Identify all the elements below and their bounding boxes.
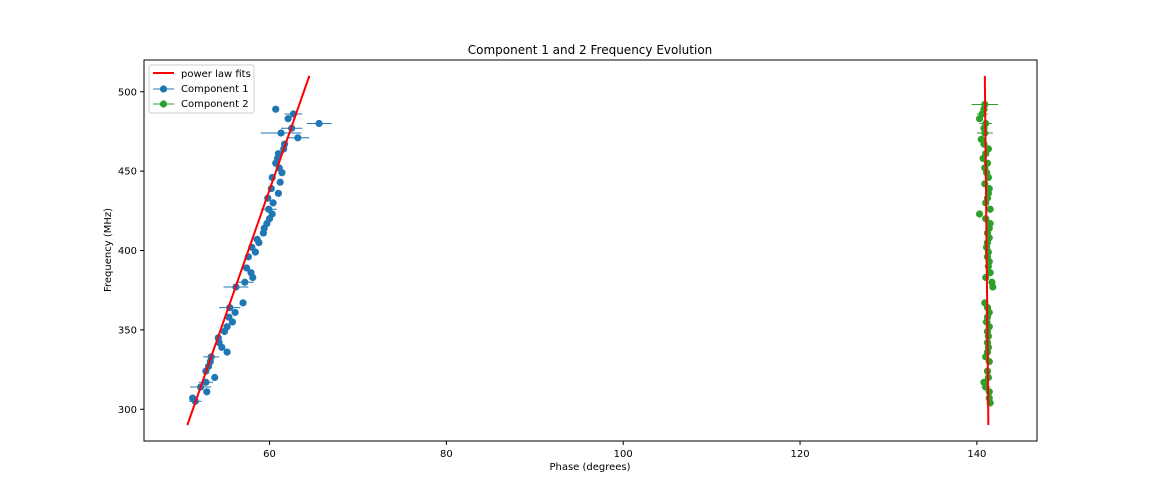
y-tick-label: 450 [118,167,137,178]
chart-title: Component 1 and 2 Frequency Evolution [468,43,713,57]
data-point [241,278,249,286]
legend-c1-marker [159,85,168,93]
data-point [268,210,276,218]
legend-label-fit: power law fits [181,69,251,80]
data-point [986,205,994,213]
x-tick-label: 140 [967,449,986,460]
y-tick-label: 300 [118,405,137,416]
data-point [242,264,251,272]
legend-box [148,64,255,114]
data-point [975,210,984,218]
y-tick-label: 350 [118,325,137,336]
plot-area [143,59,1038,442]
legend-label-component-2: Component 2 [181,99,249,110]
data-point [985,184,993,193]
y-tick-label: 400 [118,246,137,257]
data-point [202,378,210,386]
data-point [223,348,231,356]
data-point [315,119,323,128]
fit-line-2 [983,75,990,426]
y-tick-label: 500 [118,87,137,98]
data-point [239,299,247,307]
legend-label-component-1: Component 1 [181,84,249,95]
data-point [277,129,285,137]
data-point [203,388,211,396]
data-point [218,343,226,351]
data-point [276,178,284,186]
x-axis: 60 80 100 120 140 [263,441,986,460]
data-point [249,273,257,282]
data-point [988,278,996,286]
data-point [272,105,280,113]
legend: power law fits Component 1 Component 2 [148,64,255,114]
data-point [231,308,239,317]
data-point [255,238,263,247]
data-point [981,180,989,188]
x-tick-label: 100 [614,449,633,460]
data-point [986,269,994,277]
data-point [986,219,994,228]
y-axis: 300 350 400 450 500 [118,87,144,416]
x-tick-label: 60 [263,449,276,460]
fit-line-1 [186,75,311,426]
data-point [228,318,237,326]
data-point [274,189,282,197]
x-tick-label: 80 [440,449,453,460]
data-point [223,323,231,331]
y-axis-label: Frequency (MHz) [103,208,114,292]
data-point [977,135,985,143]
data-point [211,373,219,382]
data-point [985,394,993,402]
x-tick-label: 120 [790,449,809,460]
data-point [980,378,988,386]
data-layer [186,75,999,426]
data-point [251,248,260,256]
x-axis-label: Phase (degrees) [549,462,630,473]
data-point [269,199,277,207]
data-point [278,169,286,177]
data-point [284,115,292,123]
data-point [294,134,302,142]
legend-c2-marker [159,100,168,108]
data-point [274,150,282,158]
